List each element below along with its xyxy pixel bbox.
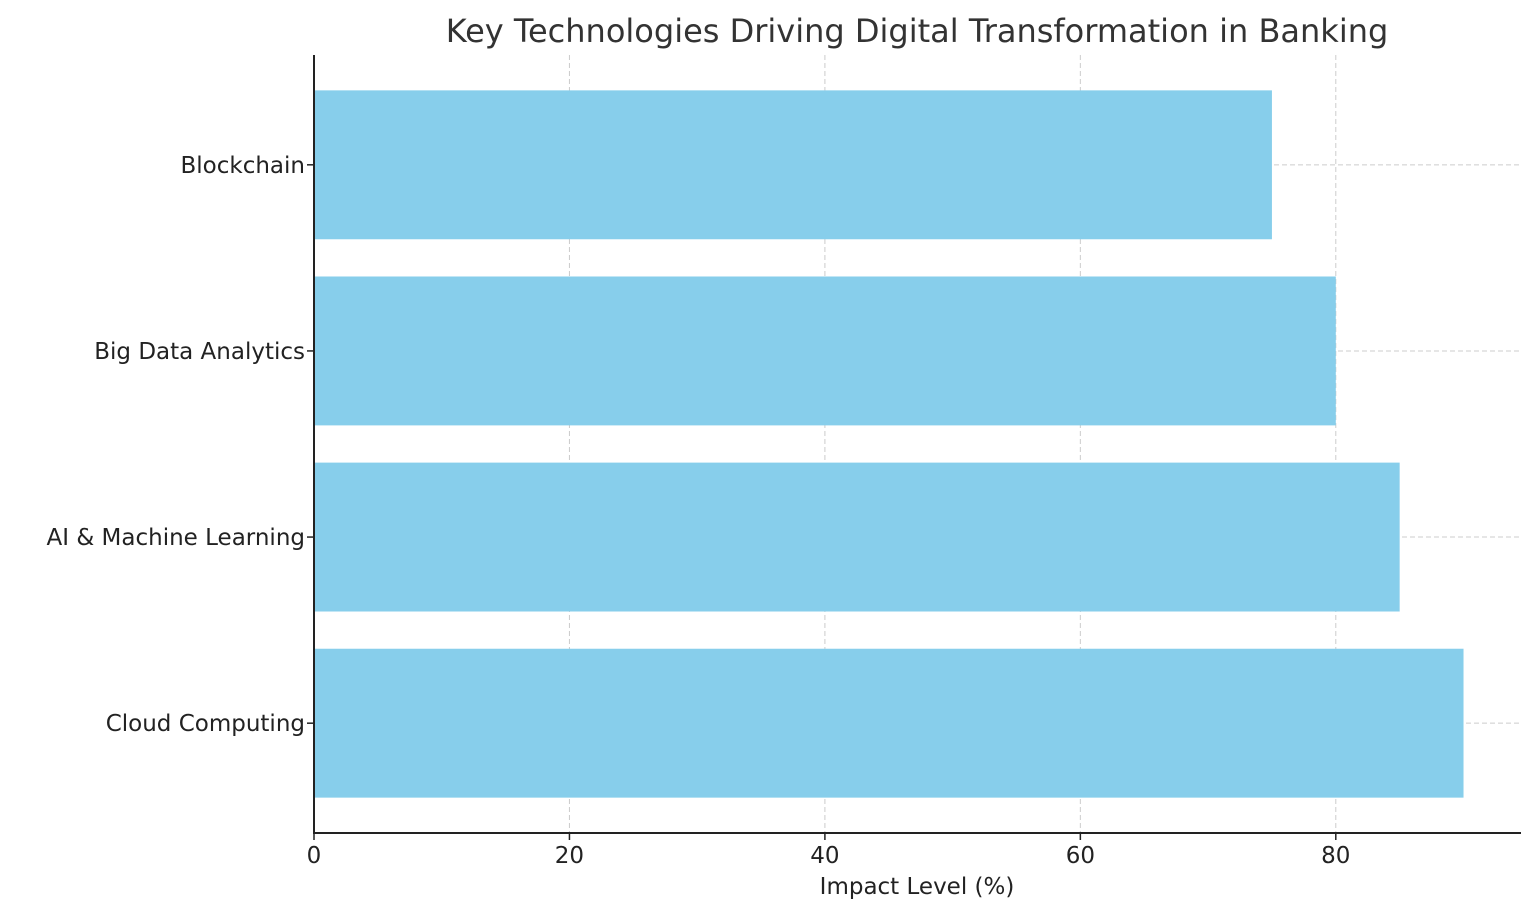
x-tick-label: 0: [307, 843, 322, 869]
y-tick-label: Blockchain: [181, 153, 306, 179]
y-tick-label: Cloud Computing: [106, 711, 305, 737]
x-tick-label: 60: [1066, 843, 1095, 869]
x-tick-label: 40: [810, 843, 839, 869]
bar: [314, 462, 1400, 612]
bar: [314, 276, 1336, 426]
axes: 0 20 40 60 80 Cloud Computing AI & Machine Lea…: [46, 55, 1521, 869]
chart-title: Key Technologies Driving Digital Transfo…: [446, 12, 1389, 50]
x-axis-label: Impact Level (%): [820, 874, 1015, 900]
y-tick-label: Big Data Analytics: [94, 339, 305, 365]
bar: [314, 90, 1272, 240]
y-tick-label: AI & Machine Learning: [46, 525, 305, 551]
bar: [314, 648, 1464, 798]
x-tick-label: 80: [1321, 843, 1350, 869]
bars: [314, 90, 1464, 798]
x-tick-label: 20: [555, 843, 584, 869]
